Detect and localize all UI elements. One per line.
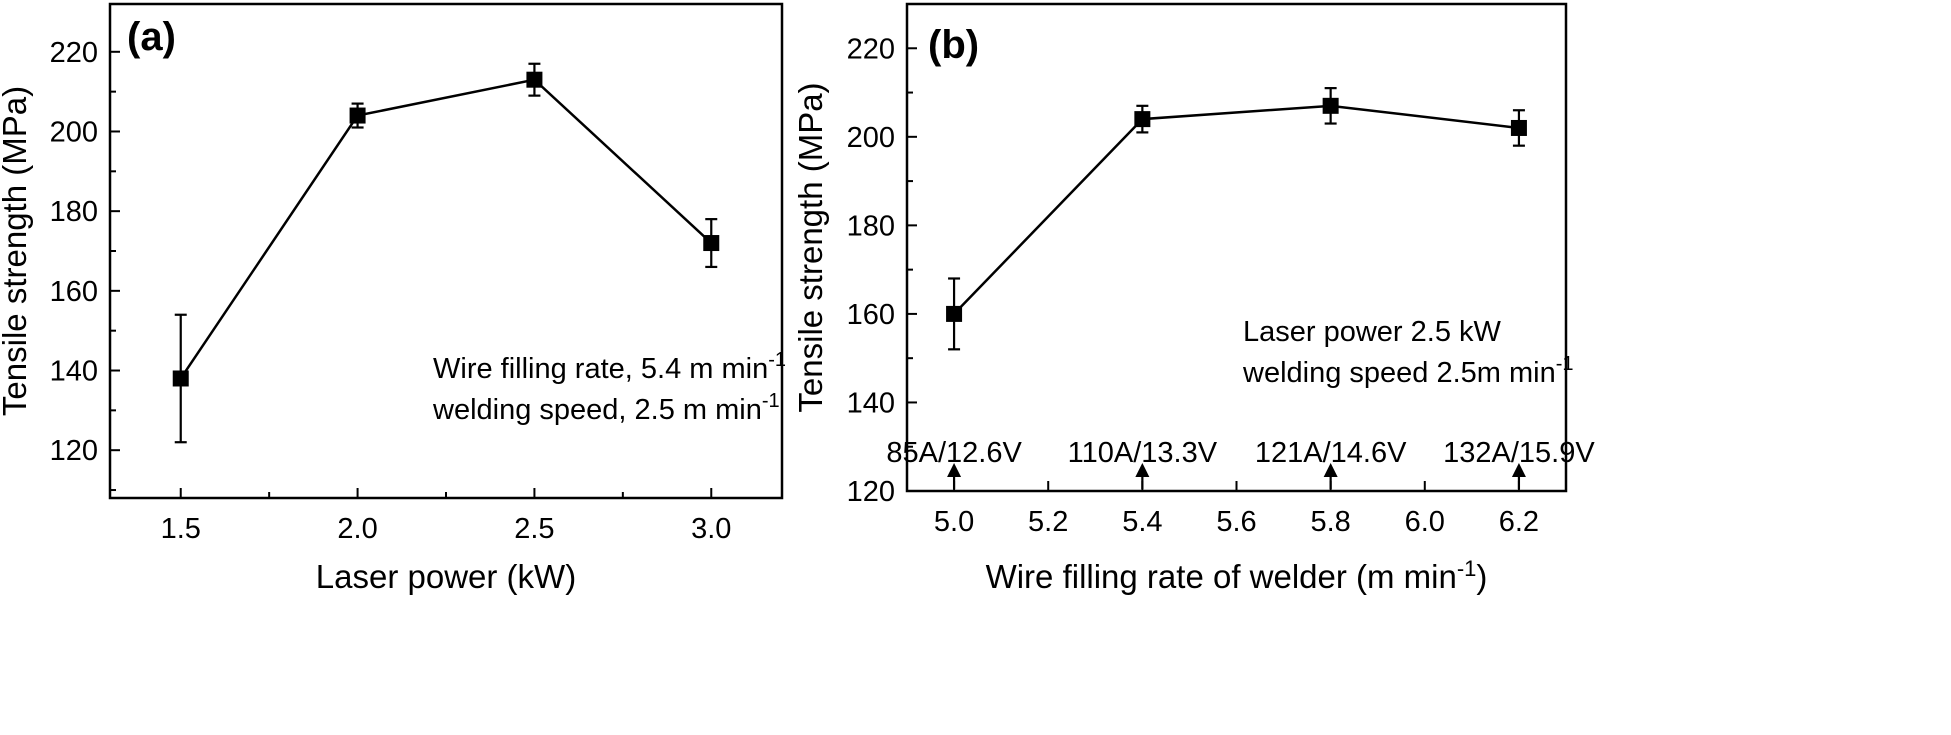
series-line [953, 104, 1520, 315]
y-tick-label: 140 [50, 356, 98, 388]
data-point [172, 370, 189, 387]
arrow-head [1135, 463, 1150, 477]
data-point [1510, 119, 1527, 136]
annotation-line: welding speed 2.5m min-1 [1242, 353, 1574, 389]
x-tick-label: 2.0 [337, 513, 377, 545]
data-point [946, 305, 963, 322]
chart-panel-1: 120 140 160 180 200 220 1.5 2.0 2.5 3.0 Laser powe… [0, 2, 786, 595]
x-tick-label: 2.5 [514, 513, 554, 545]
y-tick-label: 120 [50, 435, 98, 467]
y-axis-label: Tensile strength (MPa) [0, 86, 33, 416]
annotation-text: Wire filling rate, 5.4 m min [433, 353, 768, 385]
annotation-text: welding speed 2.5m min [1242, 357, 1556, 389]
x-axis-label: Laser power (kW) [316, 558, 576, 595]
annotation-sup: -1 [768, 349, 786, 371]
plot-frame [905, 2, 1568, 493]
y-tick-label: 120 [847, 476, 895, 508]
panel-label: (b) [928, 23, 979, 67]
data-point [526, 71, 543, 88]
y-axis-label: Tensile strength (MPa) [792, 82, 829, 412]
annotation-text: welding speed, 2.5 m min [432, 394, 762, 426]
arrow-head [1511, 463, 1526, 477]
data-point [349, 107, 366, 124]
x-axis-label-suffix: ) [1476, 558, 1487, 595]
x-axis-label-text: Wire filling rate of welder (m min [986, 558, 1457, 595]
x-tick-label: 5.0 [934, 506, 974, 538]
x-tick-label: 5.4 [1122, 506, 1162, 538]
y-tick-label: 160 [50, 276, 98, 308]
annotation-line: Wire filling rate, 5.4 m min-1 [433, 349, 786, 385]
annotation-line: welding speed, 2.5 m min-1 [432, 390, 780, 426]
y-tick-label: 160 [847, 299, 895, 331]
y-tick-label: 220 [50, 37, 98, 69]
panel-label: (a) [127, 15, 176, 59]
x-tick-label: 6.0 [1405, 506, 1445, 538]
x-axis-label: Wire filling rate of welder (m min-1) [986, 556, 1488, 595]
annotation-sup: -1 [762, 390, 780, 412]
y-tick-label: 200 [847, 122, 895, 154]
annotation-sup: -1 [1556, 353, 1574, 375]
arrow-head [947, 463, 962, 477]
data-point [1134, 111, 1151, 128]
chart-panel-2: 120 140 160 180 200 220 5.0 5.2 5.4 5.6 5.8 6.0 6.2 W… [792, 2, 1595, 595]
y-tick-label: 140 [847, 387, 895, 419]
y-tick-label: 220 [847, 33, 895, 65]
x-axis-label-sup: -1 [1457, 556, 1477, 581]
series-line [179, 78, 713, 380]
x-tick-label: 5.6 [1216, 506, 1256, 538]
annotation-text: Laser power 2.5 kW [1243, 316, 1502, 348]
arrow-head [1323, 463, 1338, 477]
data-point [1322, 97, 1339, 114]
x-tick-label: 6.2 [1499, 506, 1539, 538]
x-tick-label: 3.0 [691, 513, 731, 545]
y-tick-label: 180 [847, 210, 895, 242]
annotation-line: Laser power 2.5 kW [1243, 316, 1502, 348]
y-tick-label: 180 [50, 196, 98, 228]
x-tick-label: 1.5 [161, 513, 201, 545]
x-tick-label: 5.2 [1028, 506, 1068, 538]
data-point [703, 235, 720, 252]
x-tick-label: 5.8 [1310, 506, 1350, 538]
y-tick-label: 200 [50, 116, 98, 148]
